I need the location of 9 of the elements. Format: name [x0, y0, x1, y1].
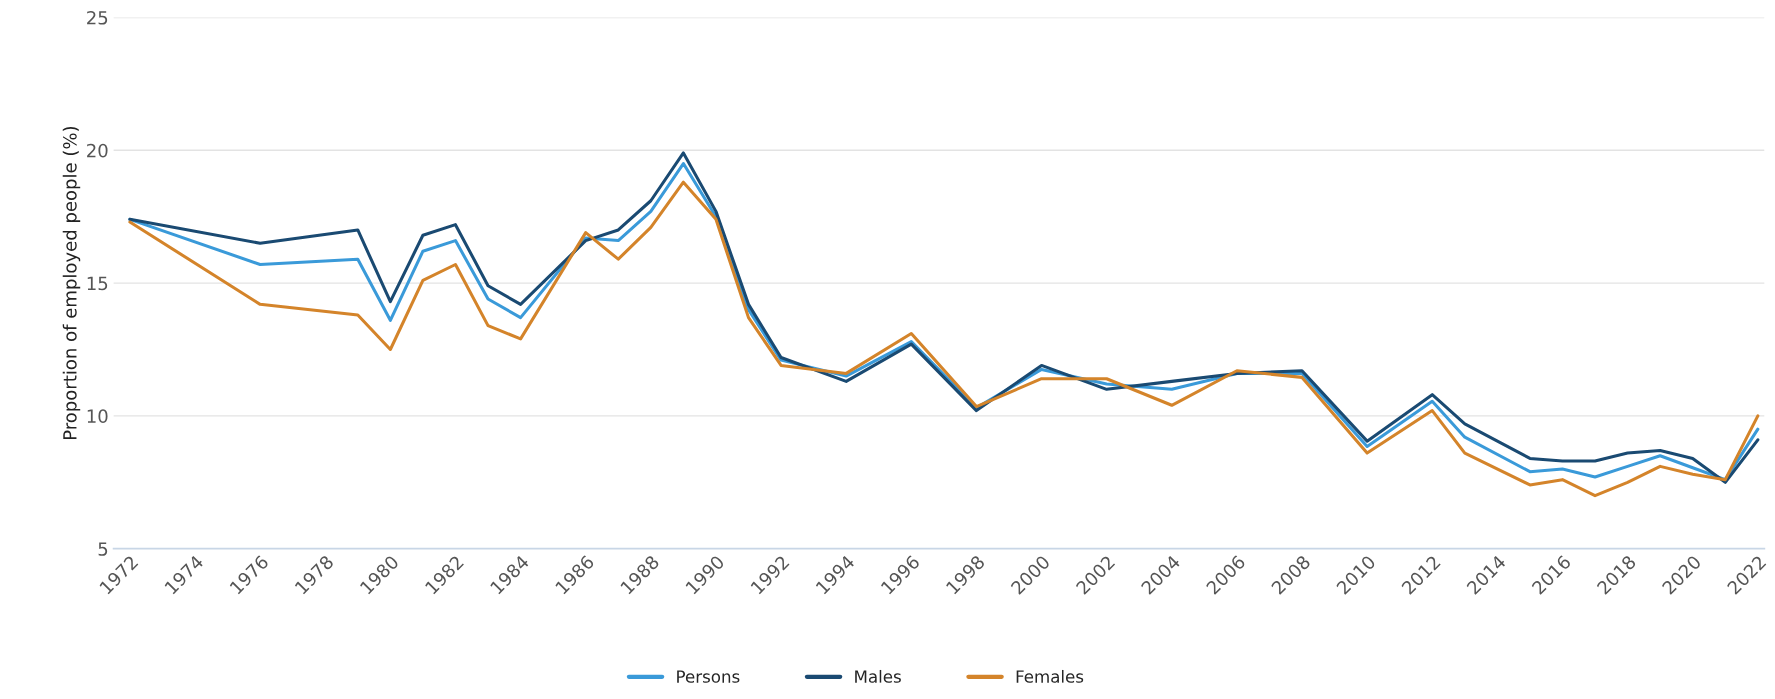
y-tick-label: 5 [98, 542, 108, 556]
y-tick-label: 25 [87, 10, 108, 25]
y-tick-label: 10 [87, 409, 108, 424]
legend-label: Persons [677, 670, 740, 683]
y-tick-label: 20 [87, 143, 108, 158]
legend-label: Females [1016, 669, 1084, 683]
y-tick-label: 15 [87, 276, 108, 291]
legend-label: Males [855, 669, 901, 683]
y-axis-title: Proportion of employed people (%) [62, 126, 81, 440]
